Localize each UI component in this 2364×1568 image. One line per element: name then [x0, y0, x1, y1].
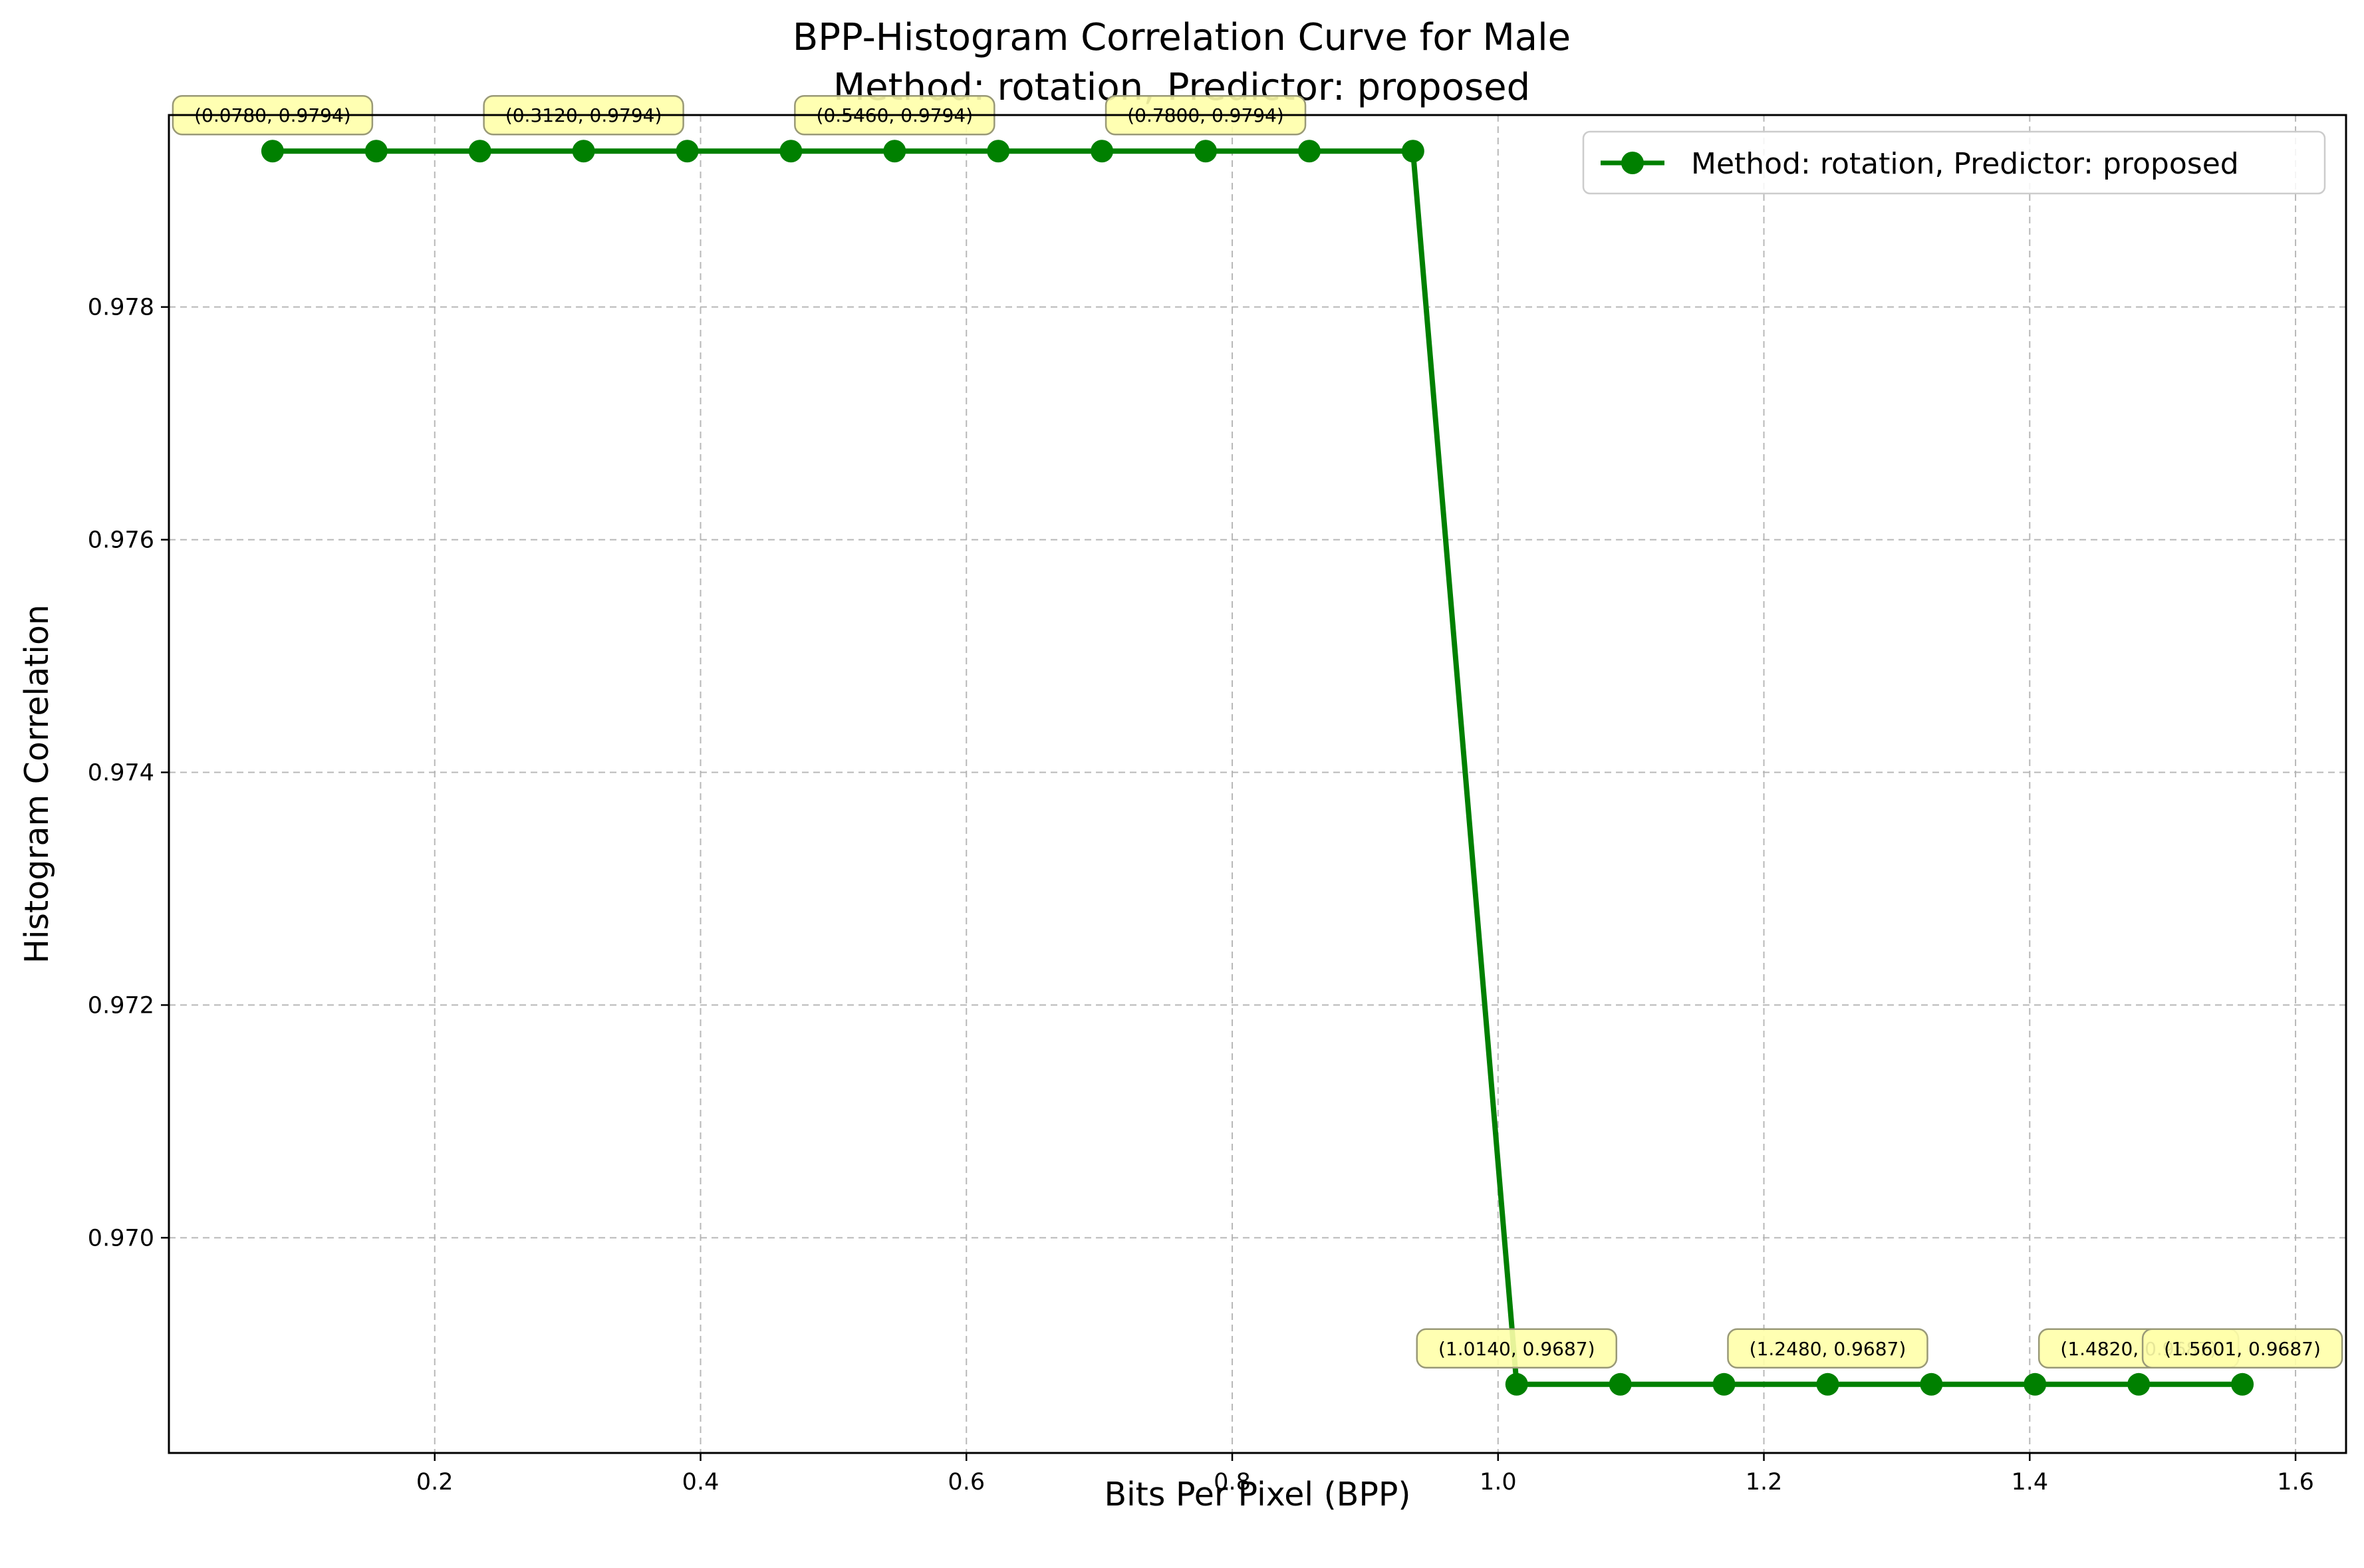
y-tick-label: 0.970 — [88, 1225, 154, 1251]
grid-lines — [169, 115, 2346, 1453]
data-point — [1609, 1372, 1632, 1396]
x-tick-label: 1.0 — [1480, 1469, 1517, 1496]
axis-ticks: 0.2 0.4 0.6 0.8 1.0 1.2 1.4 1.6 0.970 0.972 0.974 0… — [88, 295, 2314, 1496]
chart-title: BPP-Histogram Correlation Curve for Male — [793, 16, 1571, 59]
data-point — [1401, 140, 1424, 163]
data-point — [676, 140, 699, 163]
y-axis-label: Histogram Correlation — [18, 604, 56, 964]
plot-frame — [168, 114, 2347, 1454]
annotation-box — [2141, 1328, 2343, 1369]
annotation-box — [1416, 1328, 1618, 1369]
data-point — [2024, 1372, 2047, 1396]
y-tick-label: 0.974 — [88, 760, 154, 787]
x-axis-label: Bits Per Pixel (BPP) — [1104, 1476, 1410, 1513]
annotation-label: (1.2480, 0.9687) — [1750, 1338, 1906, 1360]
x-tick-label: 0.4 — [682, 1469, 720, 1496]
data-point — [261, 140, 284, 163]
data-point — [1297, 140, 1321, 163]
data-point — [2127, 1372, 2151, 1396]
x-tick-label: 0.8 — [1214, 1469, 1251, 1496]
data-point — [1920, 1372, 1943, 1396]
annotation-label: (1.5601, 0.9687) — [2164, 1338, 2321, 1360]
data-point — [572, 140, 595, 163]
legend: Method: rotation, Predictor: proposed — [1582, 130, 2326, 195]
annotation-box — [1727, 1328, 1928, 1369]
data-point — [468, 140, 491, 163]
annotation-label: (1.0140, 0.9687) — [1438, 1338, 1595, 1360]
y-tick-label: 0.972 — [88, 992, 154, 1019]
data-point — [1194, 140, 1218, 163]
data-point — [1816, 1372, 1839, 1396]
data-point — [1091, 140, 1114, 163]
y-tick-label: 0.976 — [88, 527, 154, 554]
legend-label: Method: rotation, Predictor: proposed — [1691, 147, 2239, 181]
legend-marker — [1621, 152, 1644, 174]
data-point — [1505, 1372, 1528, 1396]
series-line — [272, 148, 2243, 1387]
data-point — [883, 140, 906, 163]
series-layer — [261, 140, 2254, 1396]
data-point — [779, 140, 803, 163]
x-tick-label: 0.2 — [416, 1469, 454, 1496]
x-tick-label: 0.6 — [948, 1469, 985, 1496]
x-tick-label: 1.2 — [1746, 1469, 1783, 1496]
data-point — [364, 140, 388, 163]
data-point — [2231, 1372, 2254, 1396]
x-tick-label: 1.4 — [2011, 1469, 2048, 1496]
data-point — [987, 140, 1010, 163]
y-tick-label: 0.978 — [88, 295, 154, 321]
legend-box — [1582, 130, 2326, 195]
x-tick-label: 1.6 — [2277, 1469, 2314, 1496]
data-point — [1712, 1372, 1736, 1396]
